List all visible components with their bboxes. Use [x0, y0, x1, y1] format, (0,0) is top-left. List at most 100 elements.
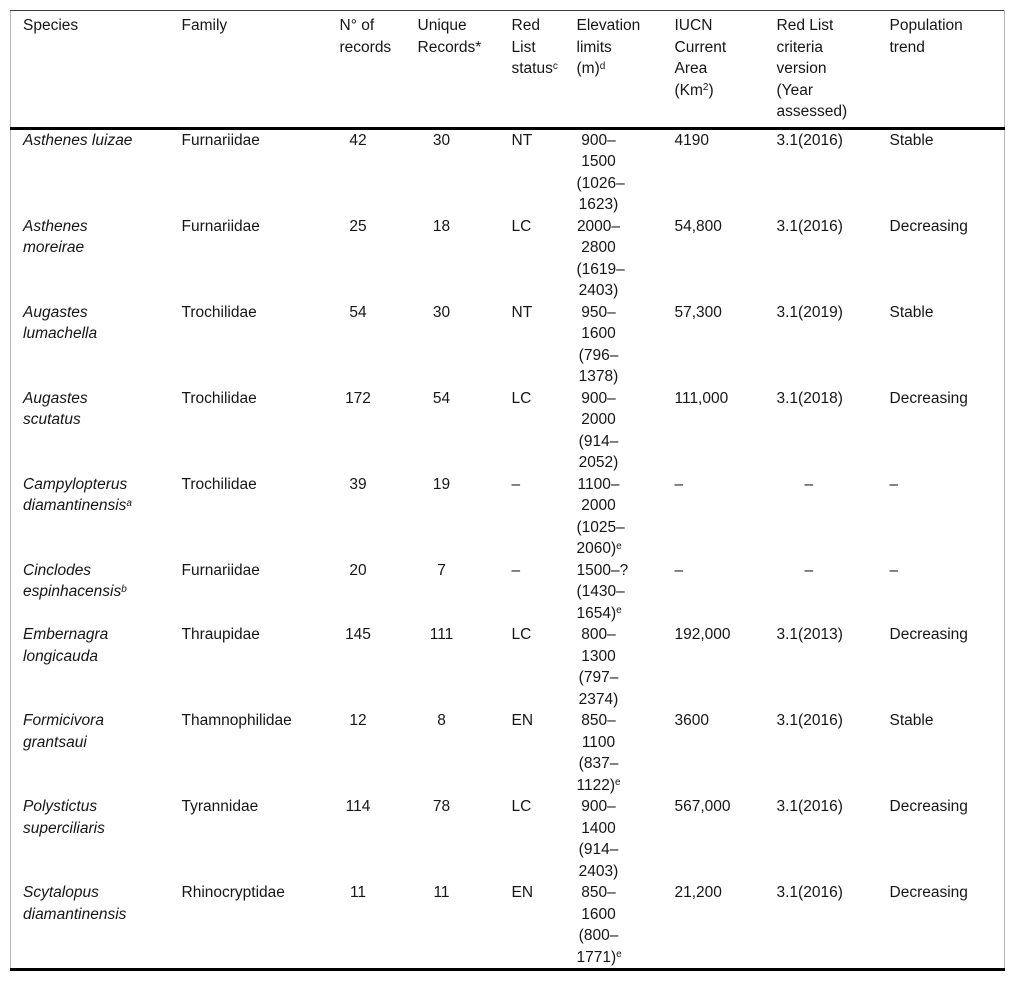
table-header-row: Species Family N° of records Unique Records… — [10, 10, 1005, 130]
cell-n-records: 11 — [349, 884, 367, 901]
cell-trend: Stable — [889, 303, 934, 321]
cell-elevation: 900–​1500 (1026–​1623) — [576, 131, 625, 214]
column-header-red-list-status: Red List statusc — [510, 10, 576, 130]
cell-unique-records: 11 — [433, 884, 450, 901]
column-header-species: Species — [10, 10, 181, 130]
cell-trend: Decreasing — [889, 798, 968, 815]
cell-family: Tyrannidae — [181, 798, 259, 815]
cell-criteria: 3.1(2016) — [776, 884, 843, 901]
cell-red-list-status: – — [511, 561, 521, 579]
cell-trend: Stable — [889, 131, 934, 149]
cell-n-records: 42 — [349, 131, 367, 149]
cell-criteria: 3.1(2016) — [776, 131, 843, 149]
cell-red-list-status: LC — [511, 798, 532, 815]
cell-iucn-area: – — [674, 475, 684, 493]
cell-iucn-area: – — [674, 561, 684, 579]
cell-family: Furnariidae — [181, 131, 260, 149]
cell-red-list-status: EN — [511, 884, 534, 901]
cell-unique-records: 30 — [432, 303, 451, 321]
cell-elevation: 900–​1400 (914–​2403) — [578, 798, 619, 880]
table-row: Cinclodes espinhacensisb Furnariidae 20 7 – 1… — [11, 560, 1005, 625]
cell-iucn-area: 3600 — [674, 712, 709, 729]
table-row: Formicivora grantsaui Thamnophilidae 12 8 EN… — [11, 710, 1005, 796]
cell-iucn-area: 54,800 — [674, 217, 722, 235]
cell-unique-records: 7 — [437, 561, 446, 579]
cell-elevation: 950–​1600 (796–​1378) — [578, 303, 619, 386]
cell-species: Scytalopus diamantinensis — [23, 884, 127, 923]
cell-family: Trochilidae — [181, 303, 257, 321]
cell-criteria: 3.1(2016) — [776, 217, 843, 235]
cell-elevation: 850–​1100 (837–​1122)e — [576, 712, 621, 794]
cell-trend: Decreasing — [889, 884, 968, 901]
cell-elevation: 800–​1300 (797–​2374) — [578, 626, 619, 708]
table-row: Embernagra longicauda Thraupidae 145 111 LC 8… — [11, 624, 1005, 710]
cell-family: Thamnophilidae — [181, 712, 292, 729]
cell-n-records: 145 — [345, 626, 371, 643]
cell-iucn-area: 57,300 — [674, 303, 722, 321]
cell-n-records: 39 — [349, 475, 367, 493]
cell-iucn-area: 21,200 — [674, 884, 722, 901]
table-row: Asthenes luizae Furnariidae 42 30 NT 900–​150… — [11, 128, 1005, 216]
cell-species: Asthenes luizae — [23, 131, 133, 149]
cell-criteria: – — [804, 475, 814, 493]
cell-species: Campylopterus diamantinensisa — [23, 475, 132, 515]
cell-family: Trochilidae — [181, 475, 257, 493]
cell-iucn-area: 4190 — [674, 131, 709, 149]
cell-species: Embernagra longicauda — [23, 626, 109, 665]
column-header-family: Family — [180, 10, 339, 130]
cell-trend: Decreasing — [889, 217, 968, 235]
cell-criteria: 3.1(2018) — [776, 389, 843, 407]
cell-criteria: 3.1(2013) — [776, 626, 843, 643]
table-row: Augastes scutatus Trochilidae 172 54 LC 900–​… — [11, 388, 1005, 474]
cell-red-list-status: NT — [511, 131, 533, 149]
cell-elevation: 1100–​2000 (1025–​2060)e — [576, 475, 625, 558]
cell-criteria: 3.1(2016) — [776, 712, 843, 729]
cell-n-records: 20 — [349, 561, 367, 579]
cell-family: Trochilidae — [181, 389, 257, 407]
table-row: Campylopterus diamantinensisa Trochilidae… — [11, 474, 1005, 560]
cell-red-list-status: NT — [511, 303, 533, 321]
column-header-trend: Population trend — [888, 10, 1005, 130]
cell-criteria: – — [804, 561, 814, 579]
cell-trend: Decreasing — [889, 626, 968, 643]
cell-family: Furnariidae — [181, 561, 260, 579]
cell-criteria: 3.1(2019) — [776, 303, 843, 321]
cell-trend: – — [889, 475, 899, 493]
cell-n-records: 54 — [349, 303, 367, 321]
cell-red-list-status: LC — [511, 626, 532, 643]
cell-unique-records: 111 — [429, 626, 454, 643]
cell-red-list-status: LC — [511, 217, 532, 235]
column-header-unique-records: Unique Records* — [405, 10, 511, 130]
column-header-iucn-area: IUCN Current Area (Km2) — [673, 10, 776, 130]
cell-species: Asthenes moreirae — [23, 217, 88, 257]
table-body: Asthenes luizae Furnariidae 42 30 NT 900–​150… — [11, 128, 1005, 970]
cell-red-list-status: EN — [511, 712, 534, 729]
cell-iucn-area: 567,000 — [674, 798, 731, 815]
cell-elevation: 1500–⁠? (1430–​1654)e — [576, 561, 629, 622]
cell-unique-records: 54 — [432, 389, 451, 407]
species-records-table: Species Family N° of records Unique Records… — [10, 10, 1005, 971]
cell-n-records: 172 — [345, 389, 371, 407]
cell-family: Thraupidae — [181, 626, 260, 643]
table-header: Species Family N° of records Unique Records… — [10, 10, 1005, 130]
cell-criteria: 3.1(2016) — [776, 798, 843, 815]
cell-family: Rhinocryptidae — [181, 884, 285, 901]
table-row: Augastes lumachella Trochilidae 54 30 NT 950–… — [11, 302, 1005, 388]
cell-n-records: 12 — [349, 712, 367, 729]
cell-red-list-status: – — [511, 475, 521, 493]
table-row: Asthenes moreirae Furnariidae 25 18 LC 2000–​… — [11, 216, 1005, 302]
cell-elevation: 850–​1600 (800–​1771)e — [576, 884, 622, 966]
cell-red-list-status: LC — [511, 389, 532, 407]
cell-trend: Stable — [889, 712, 934, 729]
cell-species: Cinclodes espinhacensisb — [23, 561, 127, 601]
table-row: Polystictus superciliaris Tyrannidae 114 78… — [11, 796, 1005, 882]
cell-unique-records: 8 — [437, 712, 446, 729]
cell-species: Polystictus superciliaris — [23, 798, 105, 837]
cell-iucn-area: 192,000 — [674, 626, 731, 643]
cell-unique-records: 30 — [432, 131, 451, 149]
cell-n-records: 25 — [349, 217, 367, 235]
cell-trend: – — [889, 561, 899, 579]
column-header-elevation: Elevation limits (m)d — [575, 10, 674, 130]
cell-species: Formicivora grantsaui — [23, 712, 104, 751]
